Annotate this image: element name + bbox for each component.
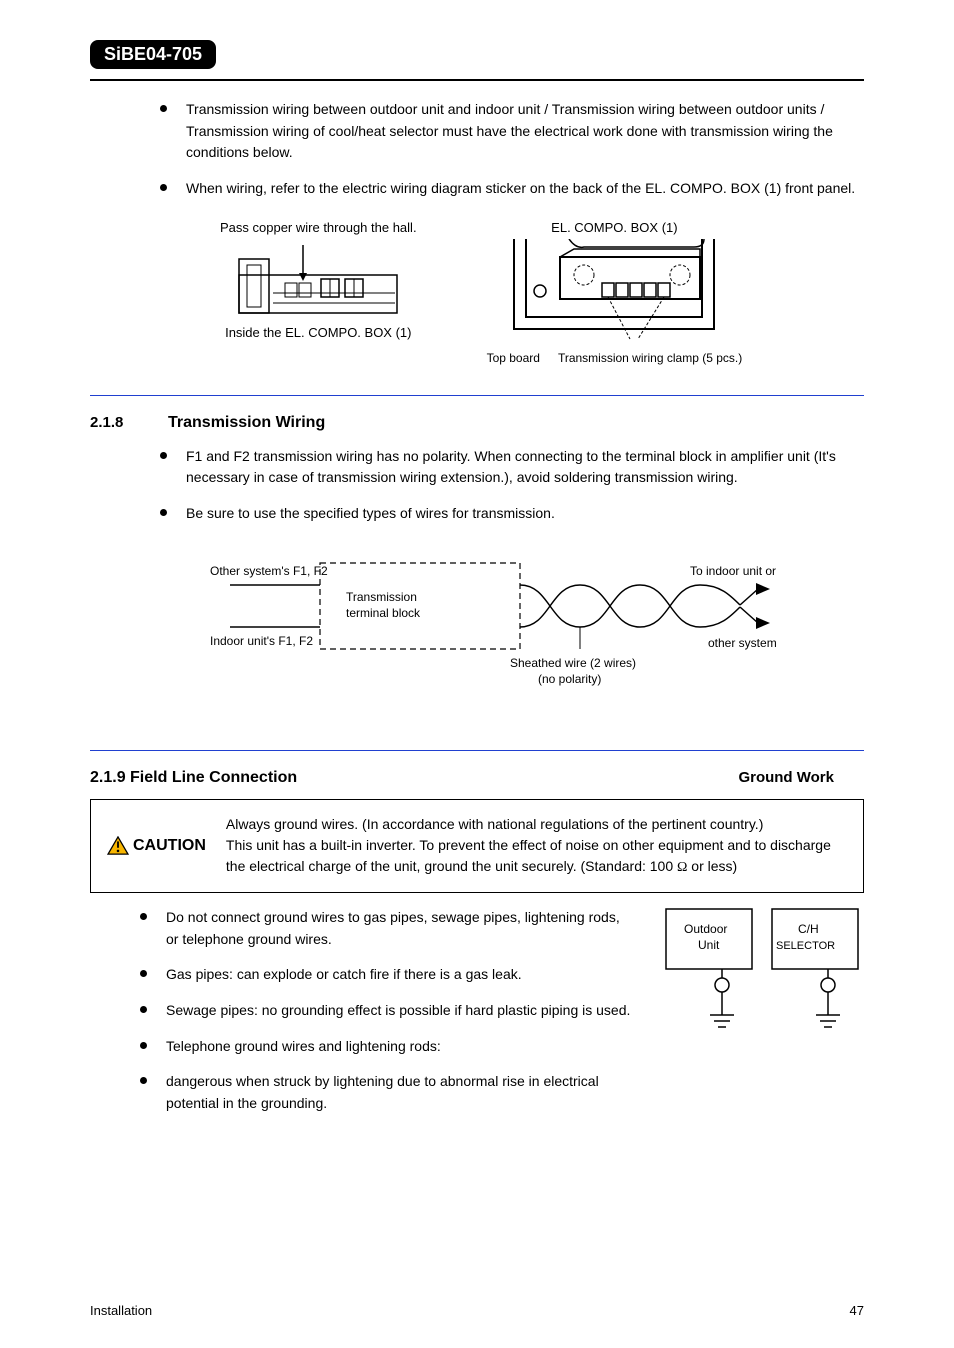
page-footer: Installation 47 bbox=[0, 1303, 954, 1318]
ground-list-wrap: Do not connect ground wires to gas pipes… bbox=[90, 907, 634, 1129]
top-divider bbox=[90, 79, 864, 81]
caution-box: CAUTION Always ground wires. (In accorda… bbox=[90, 799, 864, 893]
page-badge: SiBE04-705 bbox=[90, 40, 216, 69]
ground-row: Do not connect ground wires to gas pipes… bbox=[90, 907, 864, 1129]
diagram-text: Other system's F1, F2 bbox=[210, 564, 328, 578]
el-compo-left-col: Pass copper wire through the hall. Insid… bbox=[220, 220, 417, 365]
diagram-label: EL. COMPO. BOX (1) bbox=[551, 220, 677, 235]
section-divider bbox=[90, 750, 864, 751]
bullet-item: Telephone ground wires and lightening ro… bbox=[140, 1036, 634, 1058]
diagram-label: Transmission wiring clamp (5 pcs.) bbox=[558, 351, 742, 365]
el-compo-left-svg bbox=[233, 239, 403, 319]
bullet-item: dangerous when struck by lightening due … bbox=[140, 1071, 634, 1114]
footer-page-number: 47 bbox=[850, 1303, 864, 1318]
section-number-text: 2.1.9 Field Line Connection bbox=[90, 769, 297, 787]
svg-text:To indoor unit or: To indoor unit or bbox=[690, 564, 776, 578]
el-compo-diagram-row: Pass copper wire through the hall. Insid… bbox=[220, 220, 864, 365]
diagram-label: Top board bbox=[487, 351, 540, 365]
transmission-diagram: Other system's F1, F2 Indoor unit's F1, … bbox=[210, 545, 864, 720]
footer-label: Installation bbox=[90, 1303, 152, 1318]
svg-text:C/H: C/H bbox=[798, 922, 819, 936]
svg-text:Outdoor: Outdoor bbox=[684, 922, 727, 936]
diagram-label: Inside the EL. COMPO. BOX (1) bbox=[225, 325, 411, 340]
diagram-text: Indoor unit's F1, F2 bbox=[210, 634, 313, 648]
caution-label-text: CAUTION bbox=[133, 834, 206, 858]
bullet-item: F1 and F2 transmission wiring has no pol… bbox=[160, 446, 864, 489]
svg-text:Unit: Unit bbox=[698, 938, 720, 952]
svg-text:Transmission: Transmission bbox=[346, 590, 417, 604]
diagram-bottom-labels: Top board Transmission wiring clamp (5 p… bbox=[487, 351, 743, 365]
bullet-item: Sewage pipes: no grounding effect is pos… bbox=[140, 1000, 634, 1022]
bullet-item: Transmission wiring between outdoor unit… bbox=[160, 99, 864, 164]
ground-diagram: Outdoor Unit C/H SELECTOR bbox=[664, 907, 864, 1052]
ground-heading-row: 2.1.9 Field Line Connection 2.1.9 Field … bbox=[90, 769, 864, 787]
page-root: SiBE04-705 Transmission wiring between o… bbox=[0, 0, 954, 1348]
section-title: Transmission Wiring bbox=[168, 414, 325, 432]
warning-icon bbox=[107, 836, 129, 855]
section-divider bbox=[90, 395, 864, 396]
transmission-section: 2.1.8 Transmission Wiring bbox=[90, 414, 864, 432]
svg-text:terminal block: terminal block bbox=[346, 606, 421, 620]
svg-text:(no polarity): (no polarity) bbox=[538, 672, 601, 686]
bullet-item: Do not connect ground wires to gas pipes… bbox=[140, 907, 634, 950]
bullet-item: When wiring, refer to the electric wirin… bbox=[160, 178, 864, 200]
svg-text:other system: other system bbox=[708, 636, 777, 650]
bullet-item: Be sure to use the specified types of wi… bbox=[160, 503, 864, 525]
el-compo-right-svg bbox=[504, 239, 724, 349]
svg-text:SELECTOR: SELECTOR bbox=[776, 940, 835, 952]
bullet-item: Gas pipes: can explode or catch fire if … bbox=[140, 964, 634, 986]
section-number: 2.1.8 bbox=[90, 414, 150, 431]
svg-text:Sheathed wire (2 wires): Sheathed wire (2 wires) bbox=[510, 656, 636, 670]
top-bullet-list: Transmission wiring between outdoor unit… bbox=[160, 99, 864, 200]
caution-text: Always ground wires. (In accordance with… bbox=[226, 814, 847, 878]
ground-work-heading: Ground Work bbox=[738, 769, 834, 786]
diagram-label: Pass copper wire through the hall. bbox=[220, 220, 417, 235]
el-compo-right-col: EL. COMPO. BOX (1) bbox=[487, 220, 743, 365]
caution-label: CAUTION bbox=[107, 834, 206, 858]
transmission-bullet-list: F1 and F2 transmission wiring has no pol… bbox=[160, 446, 864, 525]
